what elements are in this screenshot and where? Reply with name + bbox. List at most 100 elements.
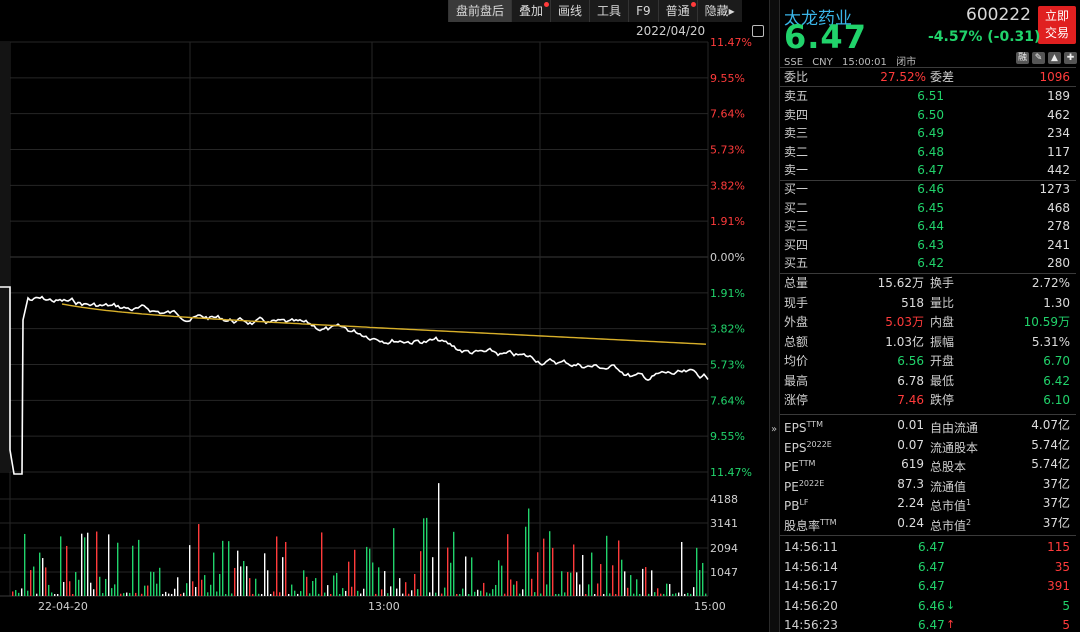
volume-bar [231, 593, 233, 596]
ask-row[interactable]: 卖五 6.51 189 [780, 87, 1080, 105]
volume-bar [351, 586, 353, 596]
volume-bar [597, 583, 599, 596]
toolbar-button-label: 盘前盘后 [456, 4, 505, 18]
volume-bar [354, 549, 356, 596]
stat-value: 6.70 [1043, 354, 1070, 368]
volume-bar [285, 541, 287, 596]
volume-bar [294, 590, 296, 596]
fundamentals-row: PE2022E 87.3 流通值 37亿 [780, 475, 1080, 496]
fund-label-text: 总市值 [930, 519, 967, 533]
volume-bar [621, 559, 623, 596]
stat-label: 现手 [784, 295, 809, 310]
toolbar-button[interactable]: 隐藏▸ [696, 0, 742, 22]
volume-bar [393, 528, 395, 596]
price-line [0, 286, 709, 475]
volume-bar [255, 578, 257, 596]
volume-bar [267, 570, 269, 596]
volume-bar [228, 541, 230, 596]
margin-icon[interactable]: 融 [1016, 52, 1029, 64]
volume-bar [219, 573, 221, 596]
price-change: -4.57% (-0.31) [928, 29, 1041, 45]
alert-icon[interactable]: ▲ [1048, 52, 1061, 64]
volume-bar [495, 584, 497, 596]
tick-row: 14:56:11 6.47 115 [780, 538, 1080, 556]
expand-icon[interactable] [752, 25, 764, 37]
volume-bar [531, 578, 533, 596]
volume-bar [669, 584, 671, 596]
intraday-chart[interactable]: 11.47% 9.55% 7.64% 5.73% 3.82% 1.91% 0.00% 1.91… [0, 0, 768, 632]
pct-axis-label: 11.47% [710, 36, 752, 49]
level-label: 买一 [784, 182, 809, 196]
toolbar-button[interactable]: 盘前盘后 [448, 0, 512, 22]
volume-bar [33, 566, 35, 596]
fund-label: 流通值 [930, 475, 966, 496]
currency-label: CNY [812, 57, 833, 68]
panel-collapse-handle[interactable]: » [769, 0, 780, 632]
level-label: 卖四 [784, 107, 809, 122]
tick-price: 6.47 [918, 618, 945, 632]
volume-bar [387, 593, 389, 596]
volume-bar [438, 483, 440, 596]
fund-value: 619 [901, 457, 924, 472]
intraday-chart-panel[interactable]: 11.47% 9.55% 7.64% 5.73% 3.82% 1.91% 0.00% 1.91… [0, 0, 768, 632]
volume-bar [648, 593, 650, 596]
volume-bar [30, 570, 32, 596]
volume-bar [642, 568, 644, 596]
add-watchlist-icon[interactable]: ✚ [1064, 52, 1077, 64]
trade-now-button[interactable]: 立即 交易 [1038, 6, 1076, 44]
volume-bar [618, 540, 620, 596]
pct-axis-label: 7.64% [710, 394, 745, 407]
volume-bar [486, 592, 488, 596]
toolbar-button[interactable]: 画线 [550, 0, 589, 22]
fundamentals-row: PBLF 2.24 总市值1 37亿 [780, 494, 1080, 515]
fund-label-text: 自由流通 [930, 421, 979, 435]
fund-label: 总市值1 [930, 494, 971, 515]
volume-bar [111, 588, 113, 596]
volume-bar [588, 584, 590, 596]
volume-bar [78, 579, 80, 596]
stat-value: 1.30 [1043, 295, 1070, 310]
average-price-line [61, 303, 707, 345]
volume-bar [654, 592, 656, 596]
volume-bar [48, 584, 50, 596]
bid-row[interactable]: 买二 6.45 468 [780, 199, 1080, 217]
volume-bar [471, 557, 473, 596]
toolbar-button[interactable]: 普通 [657, 0, 697, 22]
volume-bar [69, 581, 71, 596]
bid-row[interactable]: 买一 6.46 1273 [780, 180, 1080, 198]
ask-row[interactable]: 卖一 6.47 442 [780, 161, 1080, 179]
volume-bar [684, 593, 686, 596]
trade-button-line1: 立即 [1044, 9, 1069, 23]
volume-bar [276, 536, 278, 596]
fund-value: 37亿 [1042, 516, 1070, 530]
level-price: 6.49 [917, 126, 944, 141]
volume-bar [174, 588, 176, 596]
bid-row[interactable]: 买五 6.42 280 [780, 254, 1080, 272]
bid-row[interactable]: 买三 6.44 278 [780, 217, 1080, 235]
volume-bar [450, 562, 452, 596]
toolbar-button[interactable]: 工具 [589, 0, 628, 22]
ask-row[interactable]: 卖四 6.50 462 [780, 106, 1080, 124]
volume-bar [510, 579, 512, 596]
level-label: 卖二 [784, 144, 809, 159]
volume-bar [411, 590, 413, 596]
volume-bar [141, 593, 143, 596]
fund-label-sup: LF [799, 498, 809, 508]
tick-price: 6.46 [918, 598, 945, 613]
toolbar-button[interactable]: F9 [628, 0, 658, 22]
toolbar-button[interactable]: 叠加 [511, 0, 550, 22]
level-label: 卖三 [784, 126, 809, 141]
edit-icon[interactable]: ✎ [1032, 52, 1045, 64]
stat-value: 7.46 [897, 393, 924, 407]
toolbar-button-label: F9 [636, 4, 651, 18]
ask-row[interactable]: 卖三 6.49 234 [780, 124, 1080, 142]
volume-bar [291, 584, 293, 596]
volume-bar [327, 585, 329, 596]
volume-bar [15, 590, 17, 596]
volume-bar [303, 570, 305, 596]
volume-bar [570, 572, 572, 596]
bid-row[interactable]: 买四 6.43 241 [780, 236, 1080, 254]
volume-bar [513, 584, 515, 596]
arrow-up-icon: ↑ [946, 618, 956, 632]
ask-row[interactable]: 卖二 6.48 117 [780, 143, 1080, 161]
